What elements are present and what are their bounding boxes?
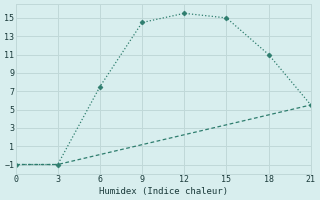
X-axis label: Humidex (Indice chaleur): Humidex (Indice chaleur) xyxy=(99,187,228,196)
